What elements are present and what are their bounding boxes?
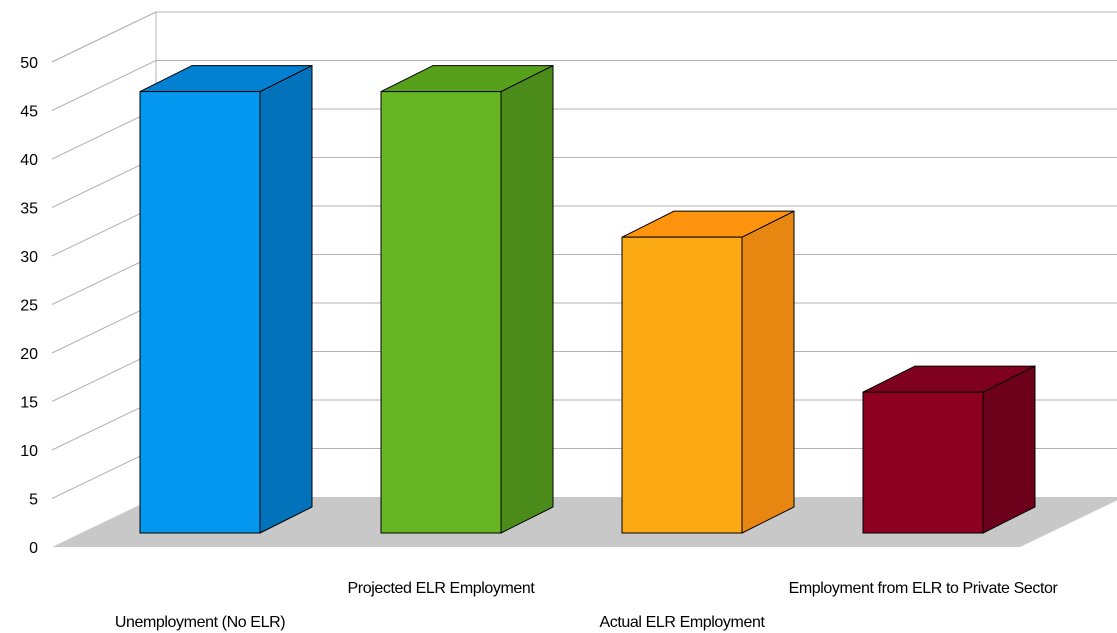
bar-front-face [139, 91, 261, 534]
y-tick-label: 30 [20, 249, 38, 266]
gridline-left-wall [51, 157, 157, 208]
x-category-label: Unemployment (No ELR) [115, 614, 285, 631]
y-tick-label: 10 [20, 443, 38, 460]
x-category-label: Actual ELR Employment [599, 614, 765, 631]
gridline-left-wall [51, 351, 157, 402]
bar-front-face [621, 236, 743, 534]
gridline-left-wall [51, 448, 157, 499]
gridline-left-wall [51, 254, 157, 305]
x-category-label: Employment from ELR to Private Sector [789, 580, 1059, 597]
bar-group [139, 64, 1036, 534]
y-tick-label: 20 [20, 346, 38, 363]
gridline-left-wall [51, 205, 157, 257]
bar-side-face [741, 210, 795, 534]
gridline-left-wall [51, 60, 157, 111]
y-tick-label: 35 [20, 201, 38, 218]
gridline-left-wall [51, 302, 157, 354]
y-tick-label: 5 [29, 492, 38, 509]
y-tick-label: 15 [20, 395, 38, 412]
chart-floor [52, 497, 1117, 547]
bar-front-face [862, 391, 984, 534]
gridline-left-wall [51, 399, 157, 451]
y-axis-ticks: 0 5 10 15 20 25 30 35 40 45 50 [20, 55, 38, 557]
bar [380, 64, 554, 534]
y-tick-label: 25 [20, 298, 38, 315]
x-axis-labels: Unemployment (No ELR) Projected ELR Emplo… [115, 580, 1059, 631]
floor-plane [52, 497, 1117, 547]
y-tick-label: 40 [20, 152, 38, 169]
bar [139, 64, 313, 534]
bar-side-face [500, 64, 554, 534]
gridline-left-wall [51, 11, 157, 63]
x-category-label: Projected ELR Employment [348, 580, 536, 597]
bar [621, 210, 795, 534]
y-tick-label: 50 [20, 55, 38, 72]
bar-front-face [380, 91, 502, 534]
bar-side-face [982, 365, 1036, 534]
y-tick-label: 45 [20, 104, 38, 121]
y-tick-label: 0 [29, 540, 38, 557]
bar-side-face [259, 64, 313, 534]
bar [862, 365, 1036, 534]
gridline-left-wall [51, 108, 157, 160]
